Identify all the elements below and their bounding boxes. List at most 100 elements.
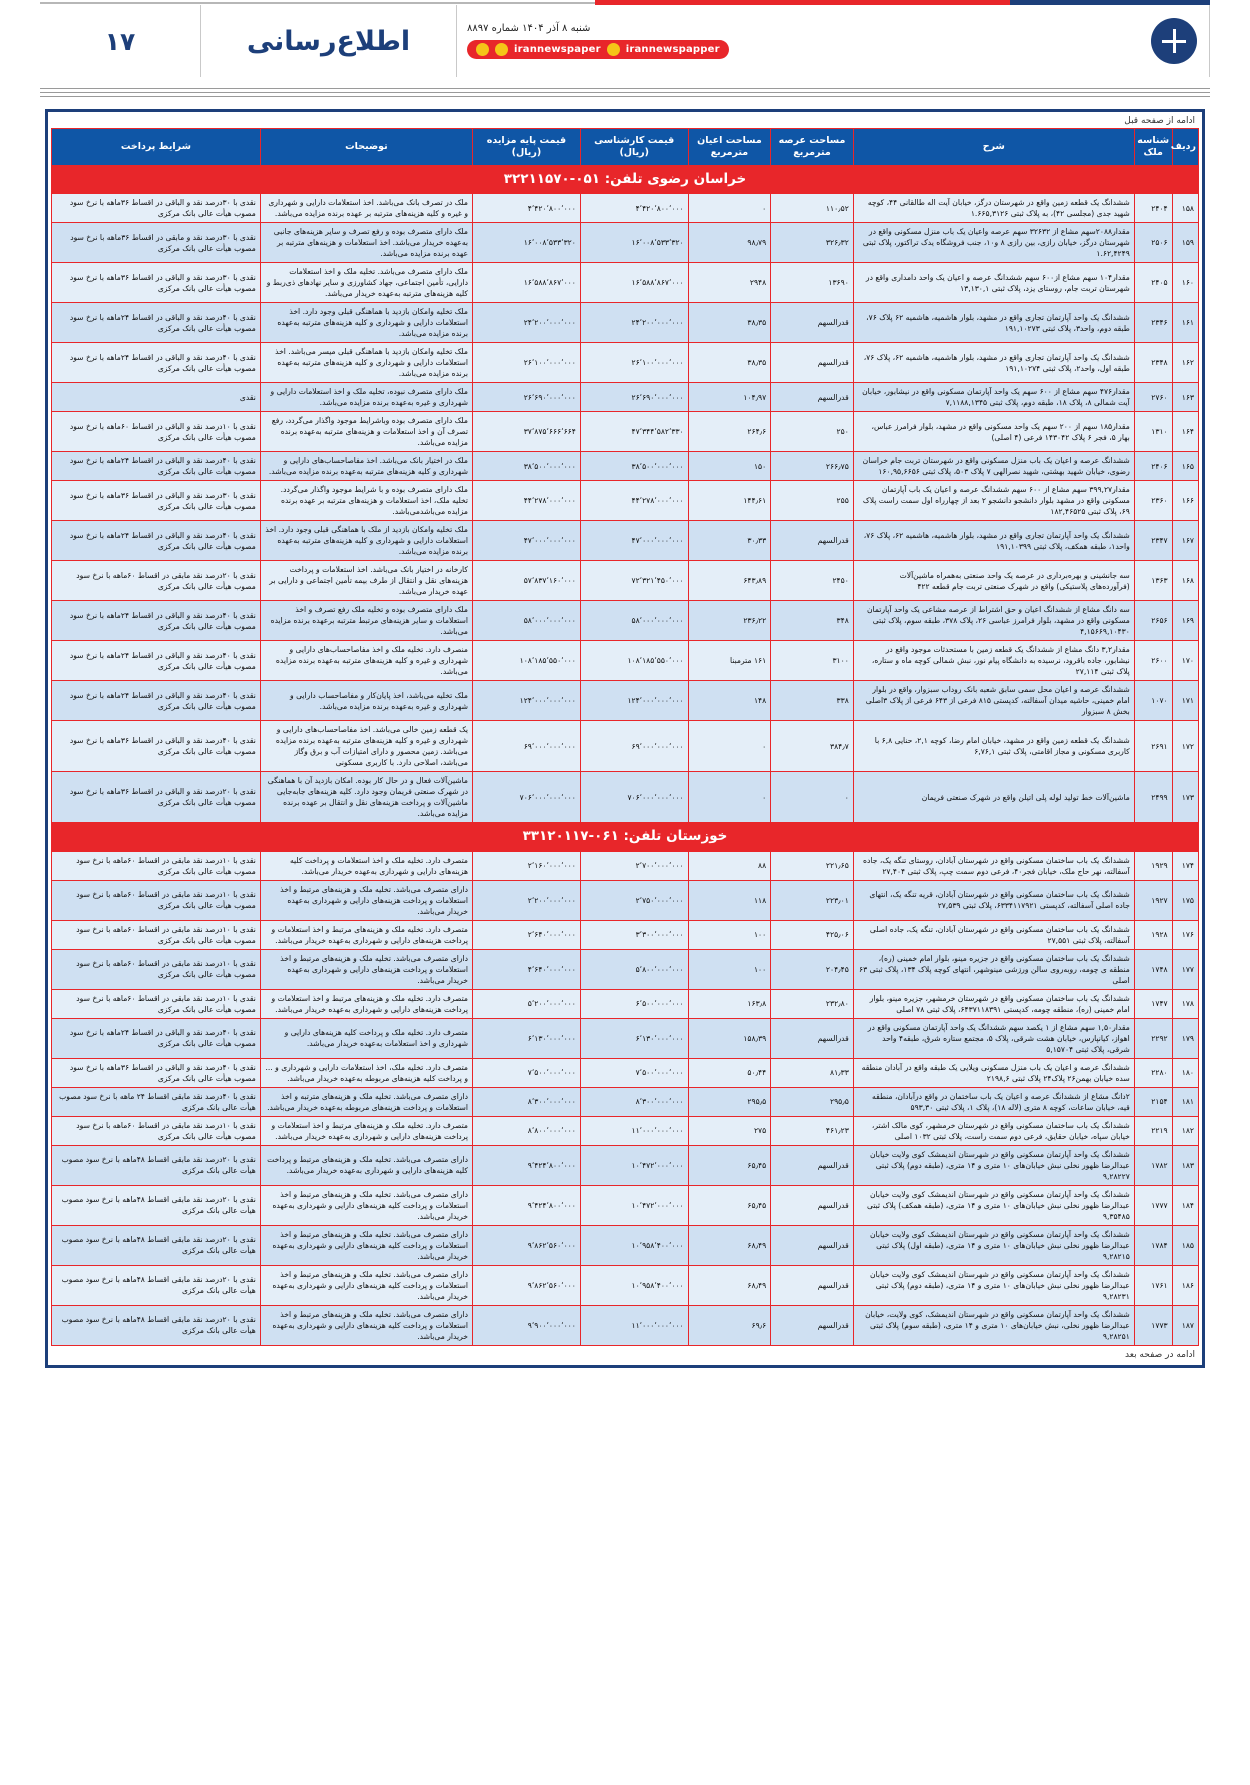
cell-paye: ۳۷٬۸۷۵٬۶۶۶٬۶۶۴ [472,411,581,453]
cell-arse: قدرالسهم [770,342,854,384]
cell-arse: ۲۴۵۰ [770,560,854,602]
cell-sharh: ششدانگ یک قطعه زمین واقع در شهرستان درگز… [852,193,1135,224]
cell-arse: ۳۱۰۰ [770,640,854,682]
cell-karshenasi: ۱۰٬۹۵۸٬۴۰۰٬۰۰۰ [579,1224,689,1266]
cell-shenase: ۱۳۶۳ [1133,560,1173,602]
cell-radif: ۱۵۸ [1171,193,1200,224]
cell-radif: ۱۶۰ [1171,262,1200,304]
section-title-text: اطلاع‌رسانی [246,25,411,57]
cell-arse: ۱۱۰٫۵۲ [770,193,854,224]
plus-button[interactable] [1139,5,1210,77]
cell-arse: قدرالسهم [770,302,854,344]
cell-aayan: ۸۸ [687,850,772,881]
cell-aayan: ۱۴۸ [687,680,772,722]
cell-aayan: ۶۸٫۴۹ [687,1224,772,1266]
cell-arse: ۲۰۴٫۴۵ [770,948,854,990]
cell-shenase: ۱۳۱۰ [1133,411,1173,453]
twitter-icon[interactable] [495,43,508,56]
cell-paye: ۶٬۱۳۰٬۰۰۰٬۰۰۰ [472,1017,581,1059]
cell-sharh: ششدانگ یک باب ساختمان مسکونی واقع در شهر… [852,879,1135,921]
table-row: ۱۵۹ ۲۵۰۶ مقدار۲۰۸۸سهم مشاع از ۳۲۶۳۲ سهم عر… [51,222,1200,264]
table-row: ۱۷۰ ۲۶۰۰ مقدار۳,۲ دانگ مشاع از ششدانگ یک ق… [51,640,1200,682]
social-bar[interactable]: irannewspaper irannewspapper [467,40,729,59]
cell-sharh: مقدار۳,۲ دانگ مشاع از ششدانگ یک قطعه زمی… [852,640,1135,682]
cell-sharayet: نقدی با ۴۰درصد نقد و الباقی در اقساط ۲۴م… [51,451,261,482]
col-karshenasi: قیمت کارشناسی (ریال) [579,128,689,166]
cell-aayan: ۶۹٫۶ [687,1304,772,1346]
col-tozihat: توضیحات [259,128,474,166]
cell-sharh: مقدار۱۸۵ سهم از ۲۰۰ سهم یک واحد مسکونی و… [852,411,1135,453]
cell-sharayet: نقدی با ۱۰درصد نقد مابقی در اقساط ۶۰ماهه… [51,850,261,881]
table-row: ۱۷۴ ۱۹۲۹ ششدانگ یک باب ساختمان مسکونی واقع… [51,850,1200,881]
cell-shenase: ۱۹۲۷ [1133,879,1173,921]
cell-arse: ۳۳۸ [770,680,854,722]
cell-aayan: ۹۸٫۷۹ [687,222,772,264]
cell-sharayet: نقدی با ۴۰درصد نقد و الباقی در اقساط ۳۶م… [51,720,261,773]
cell-paye: ۷۰۶٬۰۰۰٬۰۰۰٬۰۰۰ [472,771,581,824]
cell-sharh: ششدانگ عرصه و اعیان یک باب منزل مسکونی و… [852,1057,1135,1088]
cell-shenase: ۲۲۸۰ [1133,1057,1173,1088]
rule-red [595,0,1010,5]
cell-radif: ۱۷۹ [1171,1017,1200,1059]
cell-karshenasi: ۲۴٬۲۰۰٬۰۰۰٬۰۰۰ [579,302,689,344]
cell-shenase: ۲۲۱۹ [1133,1115,1173,1146]
cell-aayan: ۰ [687,193,772,224]
instagram-icon[interactable] [606,43,620,56]
cell-karshenasi: ۱۱٬۰۰۰٬۰۰۰٬۰۰۰ [579,1115,689,1146]
cell-paye: ۴۷٬۰۰۰٬۰۰۰٬۰۰۰ [472,520,581,562]
cell-sharayet: نقدی با ۴۰درصد نقد و الباقی در اقساط ۲۴م… [51,1017,261,1059]
cell-arse: ۲۲۱٫۶۵ [770,850,854,881]
cell-tozihat: متصرف دارد. تخلیه ملک و اخذ استعلامات و … [259,850,474,881]
cell-shenase: ۲۴۰۴ [1133,193,1173,224]
cell-karshenasi: ۴۴٬۲۷۸٬۰۰۰٬۰۰۰ [579,480,689,522]
cell-karshenasi: ۱۰٬۴۷۲٬۰۰۰٬۰۰۰ [579,1184,689,1226]
cell-sharayet: نقدی با ۴۰درصد نقد و الباقی در اقساط ۲۴م… [51,302,261,344]
cell-sharh: ششدانگ یک واحد آپارتمان تجاری واقع در مش… [852,342,1135,384]
cell-shenase: ۱۷۶۱ [1133,1264,1173,1306]
cell-sharh: ششدانگ یک واحد آپارتمان تجاری واقع در مش… [852,520,1135,562]
cell-paye: ۵۷٬۸۳۷٬۱۶۰٬۰۰۰ [472,560,581,602]
cell-karshenasi: ۲۶٬۶۹۰٬۰۰۰٬۰۰۰ [579,382,689,413]
cell-radif: ۱۷۷ [1171,948,1200,990]
cell-karshenasi: ۶٬۵۰۰٬۰۰۰٬۰۰۰ [579,988,689,1019]
cell-shenase: ۱۷۷۷ [1133,1184,1173,1226]
masthead-meta: شنبه ۸ آذر ۱۴۰۴ شماره ۸۸۹۷ irannewspaper… [457,5,1139,77]
cell-arse: ۸۱٫۳۳ [770,1057,854,1088]
cell-tozihat: ملک تخلیه وامکان بازدید با هماهنگی قبلی … [259,342,474,384]
cell-sharayet: نقدی [51,382,261,413]
cell-shenase: ۲۶۵۶ [1133,600,1173,642]
social-handle-instagram: irannewspapper [625,44,720,55]
cell-shenase: ۲۴۹۹ [1133,771,1173,824]
cell-radif: ۱۷۶ [1171,919,1200,950]
cell-paye: ۱۲۴٬۰۰۰٬۰۰۰٬۰۰۰ [472,680,581,722]
cell-paye: ۴٬۴۲۰٬۸۰۰٬۰۰۰ [472,193,581,224]
cell-aayan: ۲۶۴٫۶ [687,411,772,453]
cell-tozihat: متصرف دارد. تخلیه ملک و پرداخت کلیه هزین… [259,1017,474,1059]
table-row: ۱۸۲ ۲۲۱۹ ششدانگ یک باب ساختمان مسکونی واقع… [51,1115,1200,1146]
cell-karshenasi: ۲۶٬۱۰۰٬۰۰۰٬۰۰۰ [579,342,689,384]
table-row: ۱۸۷ ۱۷۷۳ ششدانگ یک واحد آپارتمان مسکونی وا… [51,1304,1200,1346]
cell-tozihat: ملک دارای متصرف می‌باشد. تخلیه ملک و اخذ… [259,262,474,304]
cell-sharh: مقدار۴۷۶ سهم مشاع از ۶۰۰ سهم یک واحد آپا… [852,382,1135,413]
table-row: ۱۶۴ ۱۳۱۰ مقدار۱۸۵ سهم از ۲۰۰ سهم یک واحد م… [51,411,1200,453]
issue-date: شنبه ۸ آذر ۱۴۰۴ شماره ۸۸۹۷ [467,23,590,34]
cell-paye: ۹٬۴۲۴٬۸۰۰٬۰۰۰ [472,1184,581,1226]
cell-sharayet: نقدی با ۴۰درصد نقد مابقی اقساط ۲۴ ماهه ب… [51,1086,261,1117]
cell-arse: قدرالسهم [770,1184,854,1226]
cell-aayan: ۱۱۸ [687,879,772,921]
cell-paye: ۹٬۹۰۰٬۰۰۰٬۰۰۰ [472,1304,581,1346]
cell-tozihat: ملک دارای متصرف نبوده، تخلیه ملک و اخذ ا… [259,382,474,413]
table-row: ۱۶۰ ۲۴۰۵ مقدار۱۰۴ سهم مشاع از۶۰۰ سهم ششدان… [51,262,1200,304]
cell-paye: ۲٬۲۰۰٬۰۰۰٬۰۰۰ [472,879,581,921]
cell-arse: قدرالسهم [770,1224,854,1266]
cell-shenase: ۱۷۴۸ [1133,948,1173,990]
cell-sharh: ششدانگ یک باب ساختمان مسکونی واقع در جزی… [852,948,1135,990]
cell-sharayet: نقدی با ۱۰درصد نقد مابقی در اقساط ۶۰ماهه… [51,1115,261,1146]
masthead: شنبه ۸ آذر ۱۴۰۴ شماره ۸۸۹۷ irannewspaper… [40,0,1210,80]
cell-tozihat: ملک دارای متصرف بوده و با شرایط موجود وا… [259,480,474,522]
cell-paye: ۶۹٬۰۰۰٬۰۰۰٬۰۰۰ [472,720,581,773]
telegram-icon[interactable] [476,43,489,56]
cell-aayan: ۱۰۴٫۹۷ [687,382,772,413]
col-arse: مساحت عرصه مترمربع [770,128,854,166]
cell-aayan: ۱۰۰ [687,919,772,950]
